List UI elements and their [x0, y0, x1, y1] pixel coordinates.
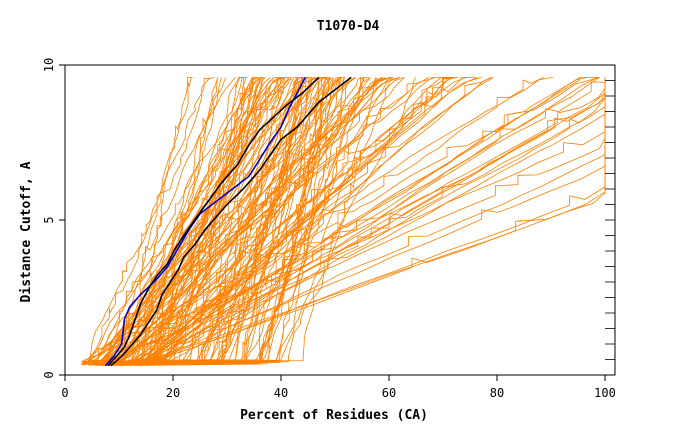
orange-series-line	[102, 76, 330, 364]
orange-series-line	[124, 77, 492, 363]
orange-series-line	[102, 77, 401, 362]
orange-series-line	[97, 77, 254, 366]
x-axis-ticks: 0 20 40 60 80 100	[61, 375, 616, 400]
orange-series-line	[139, 77, 378, 365]
orange-series-line	[133, 77, 346, 366]
orange-series-line	[127, 77, 389, 366]
orange-series-line	[87, 77, 219, 364]
orange-series-line	[103, 77, 339, 366]
orange-series-line	[145, 77, 467, 363]
orange-series-group	[81, 76, 606, 366]
orange-series-line	[111, 77, 241, 364]
orange-series-line	[127, 77, 600, 363]
orange-series-line	[133, 77, 600, 364]
orange-series-line	[116, 77, 244, 362]
y-axis-label: Distance Cutoff, A	[19, 161, 34, 302]
orange-series-line	[112, 77, 334, 365]
chart-title: T1070-D4	[317, 19, 380, 34]
y-axis-ticks: 0 5 10	[42, 58, 615, 379]
orange-series-line	[88, 77, 253, 365]
orange-series-line	[82, 77, 211, 364]
y-tick-label: 5	[42, 216, 56, 223]
orange-series-line	[140, 77, 345, 364]
orange-series-line	[83, 77, 319, 363]
orange-series-line	[119, 77, 350, 365]
orange-series-line	[83, 77, 258, 365]
orange-series-line	[97, 77, 262, 362]
orange-series-line	[109, 77, 342, 362]
orange-series-line	[123, 107, 606, 365]
orange-series-line	[125, 77, 302, 365]
orange-series-line	[107, 77, 332, 364]
x-tick-label: 100	[594, 386, 616, 400]
orange-series-line	[96, 77, 285, 366]
x-axis-label: Percent of Residues (CA)	[240, 408, 428, 423]
orange-series-line	[84, 77, 215, 366]
black-series-line-3	[110, 76, 352, 367]
orange-series-line	[109, 77, 437, 365]
orange-series-line	[109, 77, 290, 365]
x-tick-label: 40	[274, 386, 288, 400]
orange-series-line	[121, 77, 298, 366]
orange-series-line	[143, 77, 392, 363]
orange-series-line	[144, 116, 606, 362]
x-tick-label: 0	[61, 386, 68, 400]
orange-series-line	[89, 77, 606, 366]
orange-series-line	[92, 77, 192, 365]
x-tick-label: 60	[382, 386, 396, 400]
orange-series-line	[145, 77, 606, 365]
orange-series-line	[104, 77, 588, 366]
x-tick-label: 20	[166, 386, 180, 400]
orange-series-line	[84, 77, 356, 363]
orange-series-line	[117, 76, 370, 363]
orange-series-line	[122, 77, 376, 364]
black-series-line-2	[107, 76, 320, 367]
orange-series-line	[87, 77, 193, 366]
orange-series-line	[131, 77, 264, 366]
orange-series-line	[102, 77, 334, 364]
orange-series-line	[117, 77, 320, 362]
x-tick-label: 80	[490, 386, 504, 400]
orange-series-line	[138, 77, 356, 363]
orange-series-line	[110, 77, 255, 366]
orange-series-line	[128, 182, 606, 364]
orange-series-line	[95, 77, 394, 365]
y-tick-label: 10	[42, 58, 56, 72]
orange-series-line	[103, 77, 606, 365]
orange-series-line	[106, 77, 459, 365]
orange-series-line	[135, 77, 606, 364]
orange-series-line	[139, 77, 400, 364]
orange-series-line	[130, 77, 606, 364]
orange-series-line	[143, 77, 329, 364]
orange-series-line	[143, 77, 383, 363]
orange-series-line	[130, 77, 314, 363]
y-tick-label: 0	[42, 371, 56, 378]
orange-series-line	[134, 77, 606, 366]
highlighted-series-group	[104, 76, 352, 367]
orange-series-line	[117, 77, 275, 362]
blue-series-line-1	[104, 77, 307, 367]
